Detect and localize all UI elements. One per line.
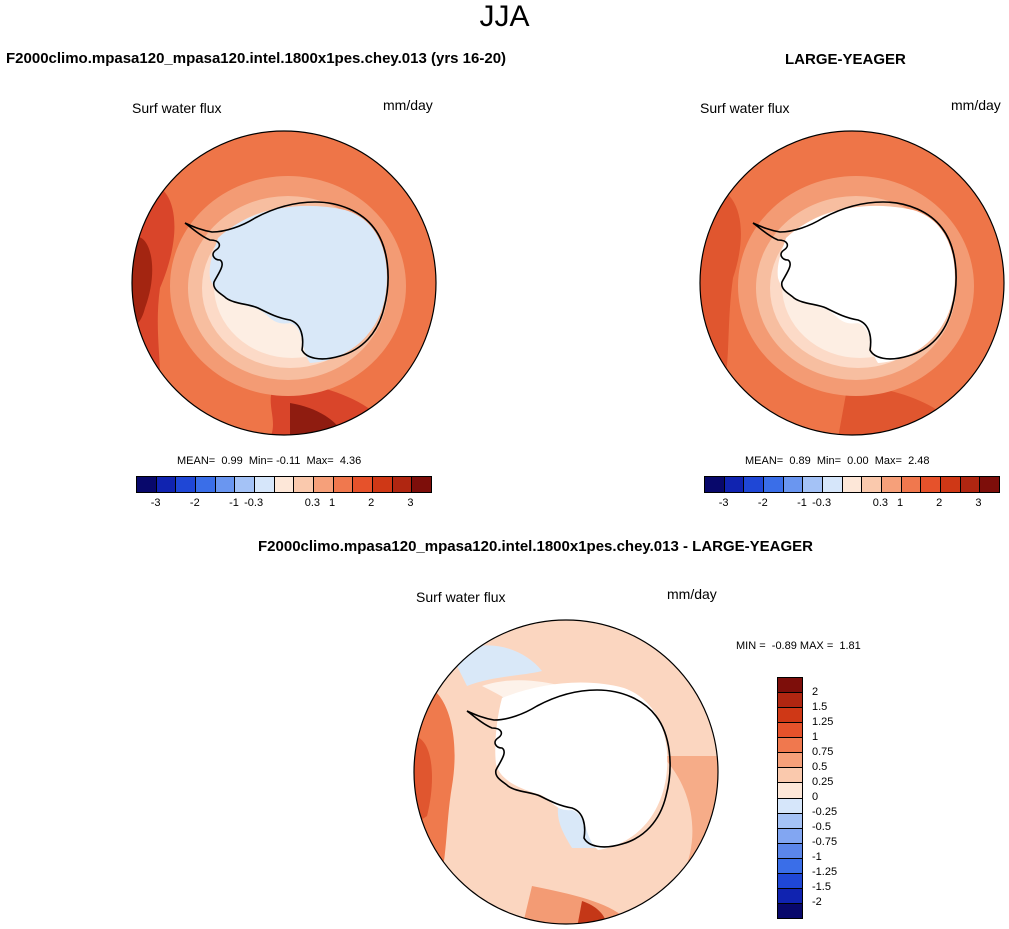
- colorbar-box: [778, 768, 802, 784]
- colorbar-tick-label: -0.5: [812, 821, 831, 833]
- colorbar-box: [235, 477, 256, 492]
- colorbar-box: [842, 477, 863, 492]
- colorbar-top-left-ticks: -3 -2 -1 -0.3 0.3 1 2 3: [136, 497, 430, 511]
- map-bottom: [413, 619, 719, 925]
- colorbar-box: [778, 708, 802, 724]
- colorbar-box: [778, 678, 802, 694]
- panel-bottom-units: mm/day: [667, 586, 717, 602]
- colorbar-tick-label: -1.25: [812, 866, 838, 878]
- colorbar-box: [294, 477, 315, 492]
- colorbar-box: [921, 477, 942, 492]
- colorbar-box: [778, 828, 802, 844]
- panel-top-left-variable: Surf water flux: [132, 100, 222, 116]
- colorbar-box: [176, 477, 197, 492]
- colorbar-tick-label: 1: [896, 497, 904, 509]
- colorbar-top-right-ticks: -3 -2 -1 -0.3 0.3 1 2 3: [704, 497, 998, 511]
- colorbar-tick-label: -2: [757, 497, 768, 509]
- map-top-right: [699, 130, 1005, 436]
- panel-top-right-variable: Surf water flux: [700, 100, 790, 116]
- colorbar-box: [705, 477, 725, 492]
- panel-top-right-units: mm/day: [951, 97, 1001, 113]
- colorbar-tick-label: 0.75: [812, 746, 834, 758]
- panel-top-left-title: F2000climo.mpasa120_mpasa120.intel.1800x…: [6, 50, 507, 67]
- colorbar-tick-label: 3: [407, 497, 414, 509]
- colorbar-box: [373, 477, 393, 492]
- colorbar-box: [392, 477, 413, 492]
- colorbar-tick-label: 1.5: [812, 701, 828, 713]
- panel-top-left-stats: MEAN= 0.99 Min= -0.11 Max= 4.36: [177, 455, 362, 467]
- colorbar-box: [778, 753, 802, 769]
- colorbar-top-right: [704, 476, 1000, 493]
- colorbar-box: [764, 477, 784, 492]
- colorbar-box: [778, 798, 802, 814]
- colorbar-box: [274, 477, 295, 492]
- colorbar-box: [778, 903, 802, 918]
- colorbar-box: [412, 477, 432, 492]
- colorbar-tick-label: -0.25: [812, 806, 838, 818]
- colorbar-box: [778, 888, 802, 904]
- colorbar-tick-label: -2: [189, 497, 200, 509]
- colorbar-box: [783, 477, 804, 492]
- colorbar-box: [156, 477, 177, 492]
- colorbar-tick-label: -1: [229, 497, 239, 509]
- colorbar-box: [314, 477, 334, 492]
- colorbar-box: [333, 477, 354, 492]
- colorbar-box: [778, 873, 802, 889]
- map-top-left: [131, 130, 437, 436]
- colorbar-tick-label: 2: [812, 686, 819, 698]
- colorbar-tick-label: -2: [812, 896, 822, 908]
- colorbar-tick-label: 0.3: [872, 497, 889, 509]
- colorbar-box: [980, 477, 1000, 492]
- colorbar-box: [778, 723, 802, 739]
- colorbar-tick-label: 0.5: [812, 761, 828, 773]
- colorbar-box: [778, 693, 802, 709]
- colorbar-top-left: [136, 476, 432, 493]
- colorbar-tick-label: -0.75: [812, 836, 838, 848]
- colorbar-box: [137, 477, 157, 492]
- colorbar-box: [778, 858, 802, 874]
- colorbar-box: [823, 477, 843, 492]
- panel-top-left-units: mm/day: [383, 97, 433, 113]
- colorbar-box: [255, 477, 275, 492]
- colorbar-tick-label: 3: [975, 497, 982, 509]
- colorbar-tick-label: 0.25: [812, 776, 834, 788]
- colorbar-tick-label: 2: [936, 497, 943, 509]
- colorbar-box: [778, 783, 802, 799]
- colorbar-tick-label: 0: [812, 791, 819, 803]
- colorbar-box: [353, 477, 374, 492]
- panel-top-right-stats: MEAN= 0.89 Min= 0.00 Max= 2.48: [745, 455, 930, 467]
- colorbar-tick-label: -1: [812, 851, 822, 863]
- colorbar-box: [778, 813, 802, 829]
- colorbar-box: [778, 738, 802, 754]
- colorbar-tick-label: 1: [328, 497, 336, 509]
- colorbar-tick-label: -3: [150, 497, 161, 509]
- colorbar-box: [803, 477, 824, 492]
- panel-bottom-stats: MIN = -0.89 MAX = 1.81: [736, 640, 861, 652]
- colorbar-box: [901, 477, 922, 492]
- season-title: JJA: [479, 0, 530, 33]
- colorbar-bottom: [777, 677, 803, 919]
- colorbar-box: [744, 477, 765, 492]
- colorbar-tick-label: 1.25: [812, 716, 834, 728]
- colorbar-tick-label: -3: [718, 497, 729, 509]
- colorbar-box: [215, 477, 236, 492]
- colorbar-box: [960, 477, 981, 492]
- colorbar-box: [196, 477, 216, 492]
- panel-bottom-title: F2000climo.mpasa120_mpasa120.intel.1800x…: [258, 538, 814, 555]
- colorbar-box: [941, 477, 961, 492]
- colorbar-tick-label: 1: [812, 731, 819, 743]
- colorbar-tick-label: -0.3: [244, 497, 264, 509]
- colorbar-tick-label: -1: [797, 497, 807, 509]
- panel-top-right-title: LARGE-YEAGER: [785, 51, 906, 68]
- colorbar-box: [882, 477, 902, 492]
- colorbar-box: [778, 843, 802, 859]
- colorbar-box: [724, 477, 745, 492]
- panel-bottom-variable: Surf water flux: [416, 589, 506, 605]
- colorbar-tick-label: 0.3: [304, 497, 321, 509]
- colorbar-box: [862, 477, 883, 492]
- colorbar-tick-label: -1.5: [812, 881, 831, 893]
- colorbar-tick-label: 2: [368, 497, 375, 509]
- colorbar-tick-label: -0.3: [812, 497, 832, 509]
